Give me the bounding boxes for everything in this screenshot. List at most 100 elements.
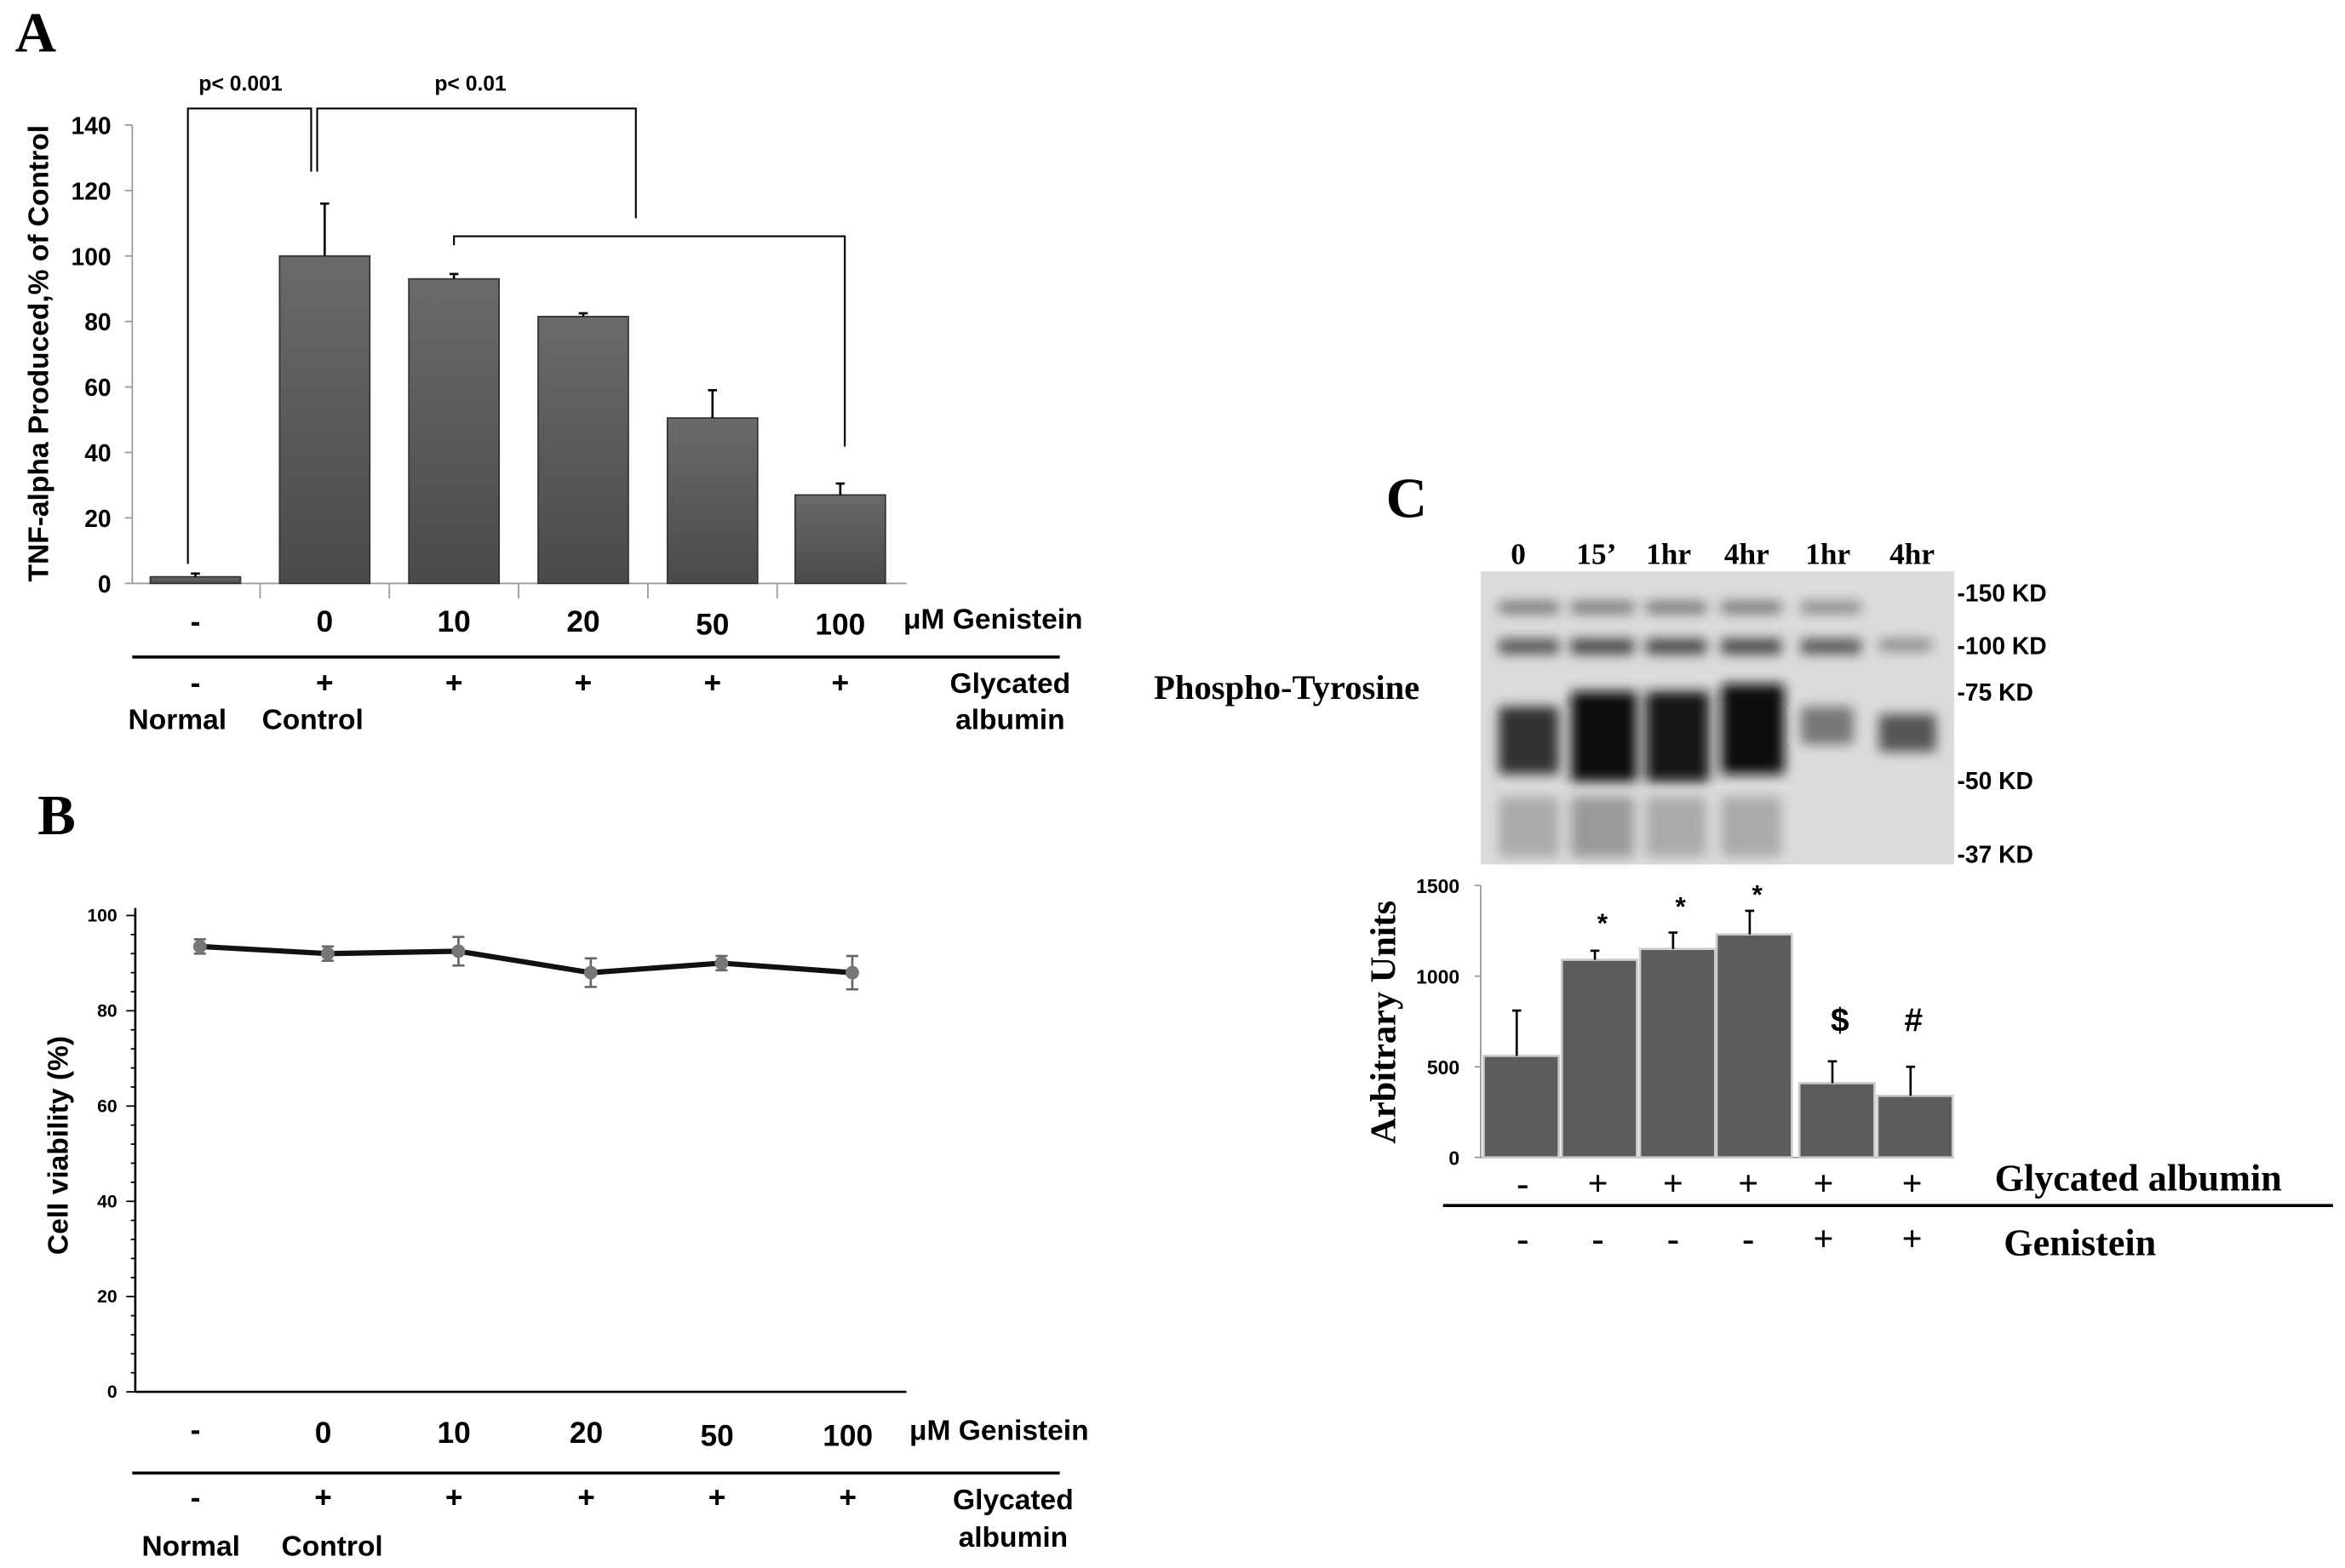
glycated-sign: - bbox=[1517, 1164, 1528, 1204]
y-tick-label: 1000 bbox=[1416, 966, 1459, 988]
bar bbox=[1797, 1082, 1876, 1159]
y-tick-label: 0 bbox=[1448, 1147, 1459, 1170]
y-axis-label: Arbitrary Units bbox=[1363, 901, 1403, 1144]
genistein-label: Genistein bbox=[2004, 1222, 2156, 1263]
bar bbox=[537, 315, 629, 585]
bar bbox=[149, 575, 242, 585]
y-tick-label: 60 bbox=[84, 374, 111, 401]
control-label: Control bbox=[282, 1531, 383, 1563]
data-line bbox=[199, 943, 853, 976]
x-category-label: - bbox=[191, 1414, 201, 1447]
data-point bbox=[320, 947, 335, 961]
y-tick-label: 500 bbox=[1427, 1056, 1459, 1079]
y-tick-label: 60 bbox=[97, 1096, 118, 1116]
significance-marker: # bbox=[1905, 1002, 1924, 1039]
panel-c-blot-and-bars: 0 15’ 1hr 4hr 1hr 4hr Phospho-Tyrosine -150 KD -… bbox=[1154, 537, 2333, 1263]
normal-label: Normal bbox=[129, 705, 227, 736]
lane-label: 4hr bbox=[1889, 537, 1935, 570]
lane-label: 0 bbox=[1511, 537, 1526, 570]
y-tick-label: 40 bbox=[97, 1192, 118, 1211]
western-blot-image bbox=[1480, 571, 1954, 865]
data-point bbox=[714, 956, 729, 970]
glycated-sign: + bbox=[1901, 1164, 1922, 1204]
significance-marker: * bbox=[1752, 878, 1763, 909]
glycated-albumin-label: Glycated albumin bbox=[1995, 1158, 2282, 1199]
bar bbox=[408, 278, 500, 585]
significance-bracket bbox=[316, 107, 637, 219]
glycated-sign: + bbox=[316, 667, 334, 700]
bar bbox=[1482, 1055, 1561, 1159]
lane-label: 4hr bbox=[1724, 537, 1769, 570]
glycated-sign: + bbox=[1663, 1164, 1683, 1204]
molecular-weight-marker: -100 KD bbox=[1958, 632, 2047, 659]
molecular-weight-marker: -37 KD bbox=[1958, 841, 2033, 868]
glycated-sign: + bbox=[839, 1481, 857, 1514]
panel-label-b: B bbox=[37, 783, 76, 847]
x-category-label: 100 bbox=[823, 1420, 873, 1453]
x-category-label: 20 bbox=[570, 1416, 603, 1450]
glycated-sign: + bbox=[1588, 1164, 1608, 1204]
data-point bbox=[451, 944, 466, 959]
bar bbox=[278, 255, 371, 585]
bar bbox=[1876, 1094, 1954, 1159]
glycated-sign: + bbox=[708, 1481, 726, 1514]
data-point bbox=[192, 939, 207, 953]
x-category-label: - bbox=[191, 605, 201, 638]
y-tick-label: 40 bbox=[84, 439, 111, 466]
genistein-axis-label: μM Genistein bbox=[909, 1416, 1089, 1447]
y-axis-label: TNF-alpha Produced,% of Control bbox=[23, 125, 54, 581]
control-label: Control bbox=[262, 705, 364, 736]
significance-marker: * bbox=[1597, 907, 1608, 938]
x-category-label: 10 bbox=[438, 1416, 471, 1450]
genistein-sign: + bbox=[1901, 1219, 1922, 1259]
glycated-sign: - bbox=[191, 667, 201, 700]
glycated-sign: + bbox=[577, 1481, 595, 1514]
glycated-sign: - bbox=[191, 1481, 201, 1514]
glycated-sign: + bbox=[1738, 1164, 1758, 1204]
molecular-weight-marker: -50 KD bbox=[1958, 767, 2033, 794]
panel-label-c: C bbox=[1386, 466, 1427, 530]
lane-label: 15’ bbox=[1576, 537, 1616, 570]
genistein-sign: - bbox=[1517, 1219, 1528, 1259]
panel-label-a: A bbox=[15, 0, 56, 64]
genistein-axis-label: μM Genistein bbox=[903, 604, 1083, 635]
y-tick-label: 0 bbox=[98, 570, 112, 598]
y-tick-label: 20 bbox=[84, 505, 111, 532]
glycated-sign: + bbox=[703, 667, 721, 700]
albumin-label: albumin bbox=[959, 1522, 1069, 1554]
glycated-sign: + bbox=[1813, 1164, 1833, 1204]
molecular-weight-marker: -150 KD bbox=[1958, 580, 2047, 607]
data-point bbox=[583, 965, 598, 980]
x-category-label: 50 bbox=[696, 608, 729, 641]
x-category-label: 20 bbox=[566, 605, 599, 638]
normal-label: Normal bbox=[141, 1531, 240, 1563]
y-tick-label: 100 bbox=[72, 243, 112, 270]
molecular-weight-marker: -75 KD bbox=[1958, 678, 2033, 706]
significance-bracket bbox=[186, 107, 312, 564]
glycated-sign: + bbox=[832, 667, 850, 700]
bar bbox=[1560, 959, 1638, 1159]
glycated-sign: + bbox=[314, 1481, 332, 1514]
y-tick-label: 120 bbox=[72, 177, 112, 204]
blot-label: Phospho-Tyrosine bbox=[1154, 668, 1419, 707]
y-tick-label: 0 bbox=[107, 1382, 118, 1402]
genistein-sign: - bbox=[1667, 1219, 1679, 1259]
significance-bracket bbox=[453, 235, 846, 447]
glycated-sign: + bbox=[445, 667, 463, 700]
x-category-label: 100 bbox=[815, 608, 865, 641]
lane-label: 1hr bbox=[1805, 537, 1850, 570]
genistein-sign: + bbox=[1813, 1219, 1833, 1259]
glycated-sign: + bbox=[575, 667, 593, 700]
significance-marker: * bbox=[1676, 890, 1687, 921]
y-tick-label: 100 bbox=[87, 907, 117, 926]
x-category-label: 10 bbox=[438, 605, 471, 638]
genistein-sign: - bbox=[1592, 1219, 1604, 1259]
bar bbox=[1638, 947, 1717, 1159]
albumin-label: albumin bbox=[955, 705, 1065, 736]
bar bbox=[1715, 933, 1793, 1159]
p-value-annotation: p< 0.001 bbox=[198, 72, 282, 95]
glycated-sign: + bbox=[445, 1481, 463, 1514]
y-tick-label: 20 bbox=[97, 1287, 118, 1307]
